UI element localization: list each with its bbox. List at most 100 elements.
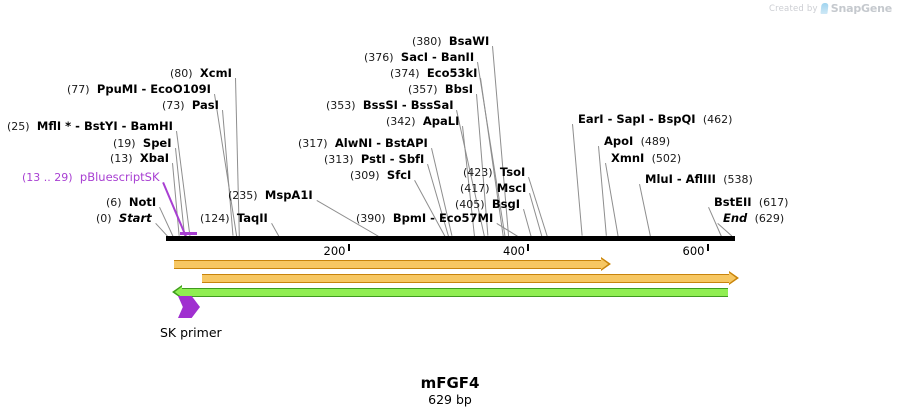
watermark-created-by-text: Created by xyxy=(768,3,818,14)
leader-line xyxy=(271,223,280,237)
site-position: (0) xyxy=(96,212,112,225)
site-position: (502) xyxy=(651,152,682,165)
site-position: (235) xyxy=(228,189,258,202)
site-label-eari[interactable]: EarI - SapI - BspQI (462) xyxy=(578,113,732,126)
site-position: (25) xyxy=(7,120,30,133)
site-label-bstei[interactable]: BstEII (617) xyxy=(714,196,788,209)
site-position: (376) xyxy=(364,51,394,64)
site-enzyme-name: EarI - SapI - BspQI xyxy=(578,112,696,126)
ruler-tick-label: 200 xyxy=(323,244,346,258)
ruler-tick-label: 600 xyxy=(682,244,705,258)
site-enzyme-name: PpuMI - EcoO109I xyxy=(96,82,211,96)
site-label-tsoi[interactable]: (423) TsoI xyxy=(463,166,525,179)
site-label-bsawi[interactable]: (380) BsaWI xyxy=(412,35,489,48)
orf-bar xyxy=(174,260,602,269)
site-label-bsgi[interactable]: (405) BsgI xyxy=(455,198,520,211)
leader-line xyxy=(639,184,651,237)
site-position: (380) xyxy=(412,35,442,48)
leader-line xyxy=(598,146,607,237)
site-position: (6) xyxy=(106,196,122,209)
orf-arrowhead xyxy=(172,285,182,299)
site-label-pbluescript[interactable]: (13 .. 29) pBluescriptSK xyxy=(22,171,160,184)
site-label-saci-banii[interactable]: (376) SacI - BanII xyxy=(364,51,474,64)
site-enzyme-name: MspA1I xyxy=(264,188,313,202)
ruler-tick-label: 400 xyxy=(503,244,525,258)
site-enzyme-name: pBluescriptSK xyxy=(79,170,160,184)
site-label-start[interactable]: (0) Start xyxy=(96,212,152,225)
site-enzyme-name: PasI xyxy=(191,98,219,112)
sk-primer-arrow[interactable] xyxy=(178,296,200,318)
snapgene-watermark: Created by SnapGene xyxy=(769,2,892,15)
leader-line xyxy=(523,209,532,237)
site-label-msci[interactable]: (417) MscI xyxy=(460,182,526,195)
site-label-bpmi[interactable]: (390) BpmI - Eco57MI xyxy=(356,212,493,225)
site-label-spei[interactable]: (19) SpeI xyxy=(113,137,172,150)
site-position: (124) xyxy=(200,212,230,225)
primer-arrow-icon xyxy=(178,296,200,318)
site-enzyme-name: Eco53kI xyxy=(426,66,478,80)
site-position: (317) xyxy=(298,137,328,150)
site-label-xmni[interactable]: XmnI (502) xyxy=(611,152,681,165)
site-label-psti[interactable]: (313) PstI - SbfI xyxy=(324,153,424,166)
site-position: (374) xyxy=(390,67,420,80)
site-label-alwni[interactable]: (317) AlwNI - BstAPI xyxy=(298,137,428,150)
site-enzyme-name: TaqII xyxy=(236,211,268,225)
site-label-mlui[interactable]: MluI - AflIII (538) xyxy=(645,173,753,186)
orf-arrowhead xyxy=(601,257,611,271)
ruler-tick xyxy=(527,244,529,251)
orf-arrow-3[interactable] xyxy=(172,285,728,299)
site-label-mspa1i[interactable]: (235) MspA1I xyxy=(228,189,313,202)
watermark-brand-text: SnapGene xyxy=(830,2,892,15)
site-label-noti[interactable]: (6) NotI xyxy=(106,196,156,209)
sk-primer-label: SK primer xyxy=(160,325,222,340)
leader-line xyxy=(605,163,619,237)
orf-bar xyxy=(181,288,728,297)
orf-arrow-2[interactable] xyxy=(202,271,739,285)
leader-line xyxy=(159,207,174,237)
site-label-eco53ki[interactable]: (374) Eco53kI xyxy=(390,67,477,80)
site-enzyme-name: BpmI - Eco57MI xyxy=(392,211,494,225)
site-enzyme-name: XbaI xyxy=(139,151,170,165)
site-label-taqii[interactable]: (124) TaqII xyxy=(200,212,268,225)
site-position: (629) xyxy=(754,212,785,225)
site-label-ppumi[interactable]: (77) PpuMI - EcoO109I xyxy=(67,83,211,96)
orf-arrow-1[interactable] xyxy=(174,257,611,271)
site-enzyme-name: Start xyxy=(118,211,152,225)
site-label-end[interactable]: End (629) xyxy=(723,212,784,225)
site-enzyme-name: MflI * - BstYI - BamHI xyxy=(36,119,173,133)
site-position: (357) xyxy=(408,83,438,96)
site-position: (423) xyxy=(463,166,493,179)
ruler-tick xyxy=(347,244,350,251)
site-position: (342) xyxy=(386,115,416,128)
site-enzyme-name: XmnI xyxy=(611,151,645,165)
site-position: (405) xyxy=(455,198,485,211)
site-label-sfci[interactable]: (309) SfcI xyxy=(350,169,411,182)
site-label-xbai[interactable]: (13) XbaI xyxy=(110,152,169,165)
snapgene-logo-icon xyxy=(820,3,829,14)
site-enzyme-name: SpeI xyxy=(142,136,172,150)
site-position: (19) xyxy=(113,137,136,150)
site-position: (73) xyxy=(162,99,185,112)
pbluescript-feature-bar[interactable] xyxy=(179,232,198,235)
site-position: (313) xyxy=(324,153,354,166)
site-position: (489) xyxy=(640,135,671,148)
site-enzyme-name: BsaWI xyxy=(448,34,490,48)
site-label-apali[interactable]: (342) ApaLI xyxy=(386,115,459,128)
sequence-length: 629 bp xyxy=(428,392,472,407)
site-label-bbsi[interactable]: (357) BbsI xyxy=(408,83,473,96)
site-label-bsssi[interactable]: (353) BssSI - BssSaI xyxy=(326,99,453,112)
site-label-xcmi[interactable]: (80) XcmI xyxy=(170,67,232,80)
site-label-mfli[interactable]: (25) MflI * - BstYI - BamHI xyxy=(7,120,173,133)
site-position: (80) xyxy=(170,67,193,80)
site-enzyme-name: NotI xyxy=(128,195,157,209)
orf-arrowhead xyxy=(729,271,739,285)
site-enzyme-name: SfcI xyxy=(386,168,412,182)
site-label-pasi[interactable]: (73) PasI xyxy=(162,99,219,112)
sequence-title: mFGF4 xyxy=(420,374,480,392)
site-enzyme-name: BsgI xyxy=(491,197,521,211)
site-position: (617) xyxy=(758,196,789,209)
site-label-apoi[interactable]: ApoI (489) xyxy=(604,135,670,148)
site-position: (390) xyxy=(356,212,386,225)
site-enzyme-name: AlwNI - BstAPI xyxy=(334,136,428,150)
